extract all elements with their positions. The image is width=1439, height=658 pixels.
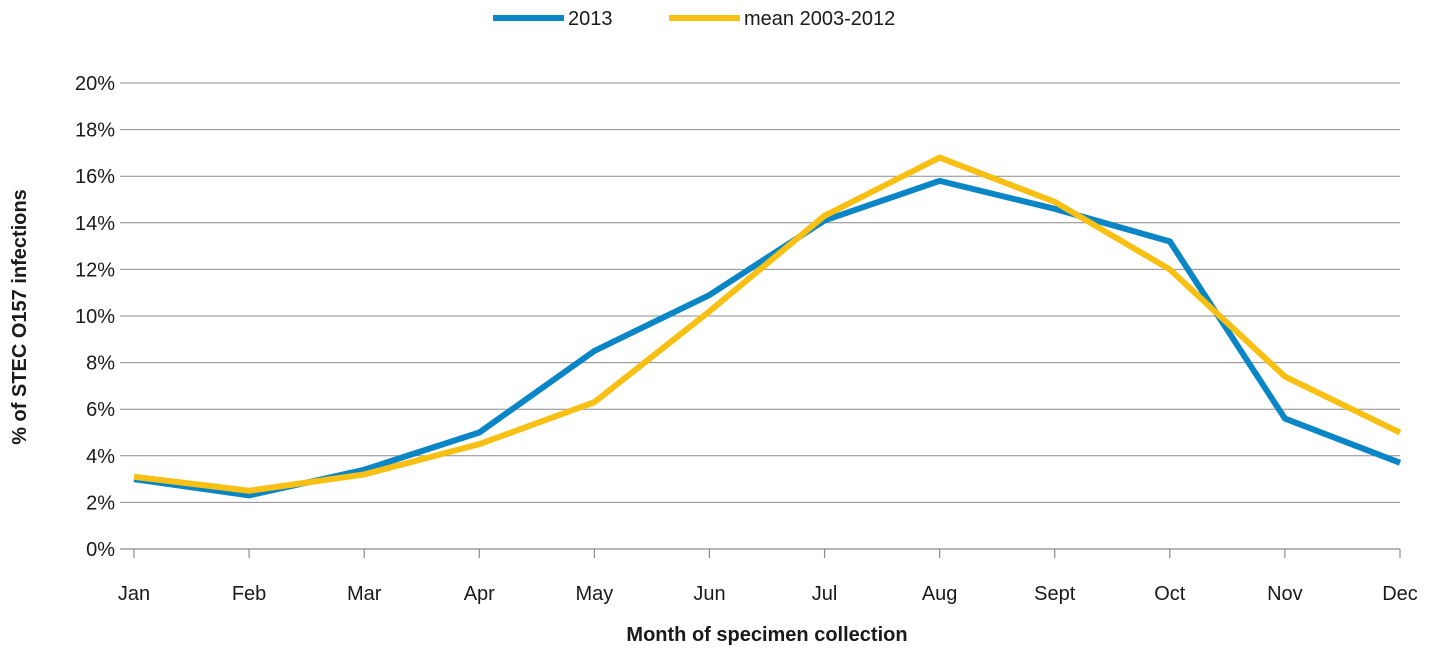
series-line-1 [133,154,1402,494]
x-tick-label: Mar [347,583,382,605]
x-tick-label: Jun [693,583,725,605]
legend-label: mean 2003-2012 [744,8,895,30]
x-tick-label: Feb [232,583,266,605]
x-tick-label: Jul [812,583,838,605]
y-tick-label: 10% [75,306,115,328]
x-axis-title: Month of specimen collection [626,624,907,646]
y-tick-label: 14% [75,213,115,235]
y-tick-label: 8% [86,353,115,375]
x-axis-tick-labels: Jan Feb Mar Apr May Jun Jul Aug Sept Oct Nov Dec [118,583,1418,605]
y-tick-label: 12% [75,259,115,281]
x-tick-label: May [575,583,613,605]
y-tick-label: 0% [86,539,115,561]
y-tick-label: 20% [75,73,115,95]
x-tick-label: Nov [1267,583,1303,605]
x-tick-label: Apr [464,583,495,605]
y-tick-label: 4% [86,446,115,468]
y-tick-label: 18% [75,120,115,142]
legend-label: 2013 [568,8,613,30]
y-tick-label: 6% [86,399,115,421]
x-tick-label: Jan [118,583,150,605]
series-lines [133,154,1402,499]
series-line-0 [133,177,1402,499]
y-tick-label: 2% [86,492,115,514]
x-axis [120,548,1401,558]
y-axis-title: % of STEC O157 infections [9,189,31,445]
y-tick-label: 16% [75,166,115,188]
y-axis-tick-labels: 0% 2% 4% 6% 8% 10% 12% 14% 16% 18% 20% [75,73,115,561]
x-tick-label: Dec [1382,583,1418,605]
x-tick-label: Sept [1034,583,1076,605]
x-tick-label: Oct [1154,583,1186,605]
x-tick-label: Aug [922,583,958,605]
legend: 2013 mean 2003-2012 [493,8,895,30]
gridlines [120,82,1400,503]
